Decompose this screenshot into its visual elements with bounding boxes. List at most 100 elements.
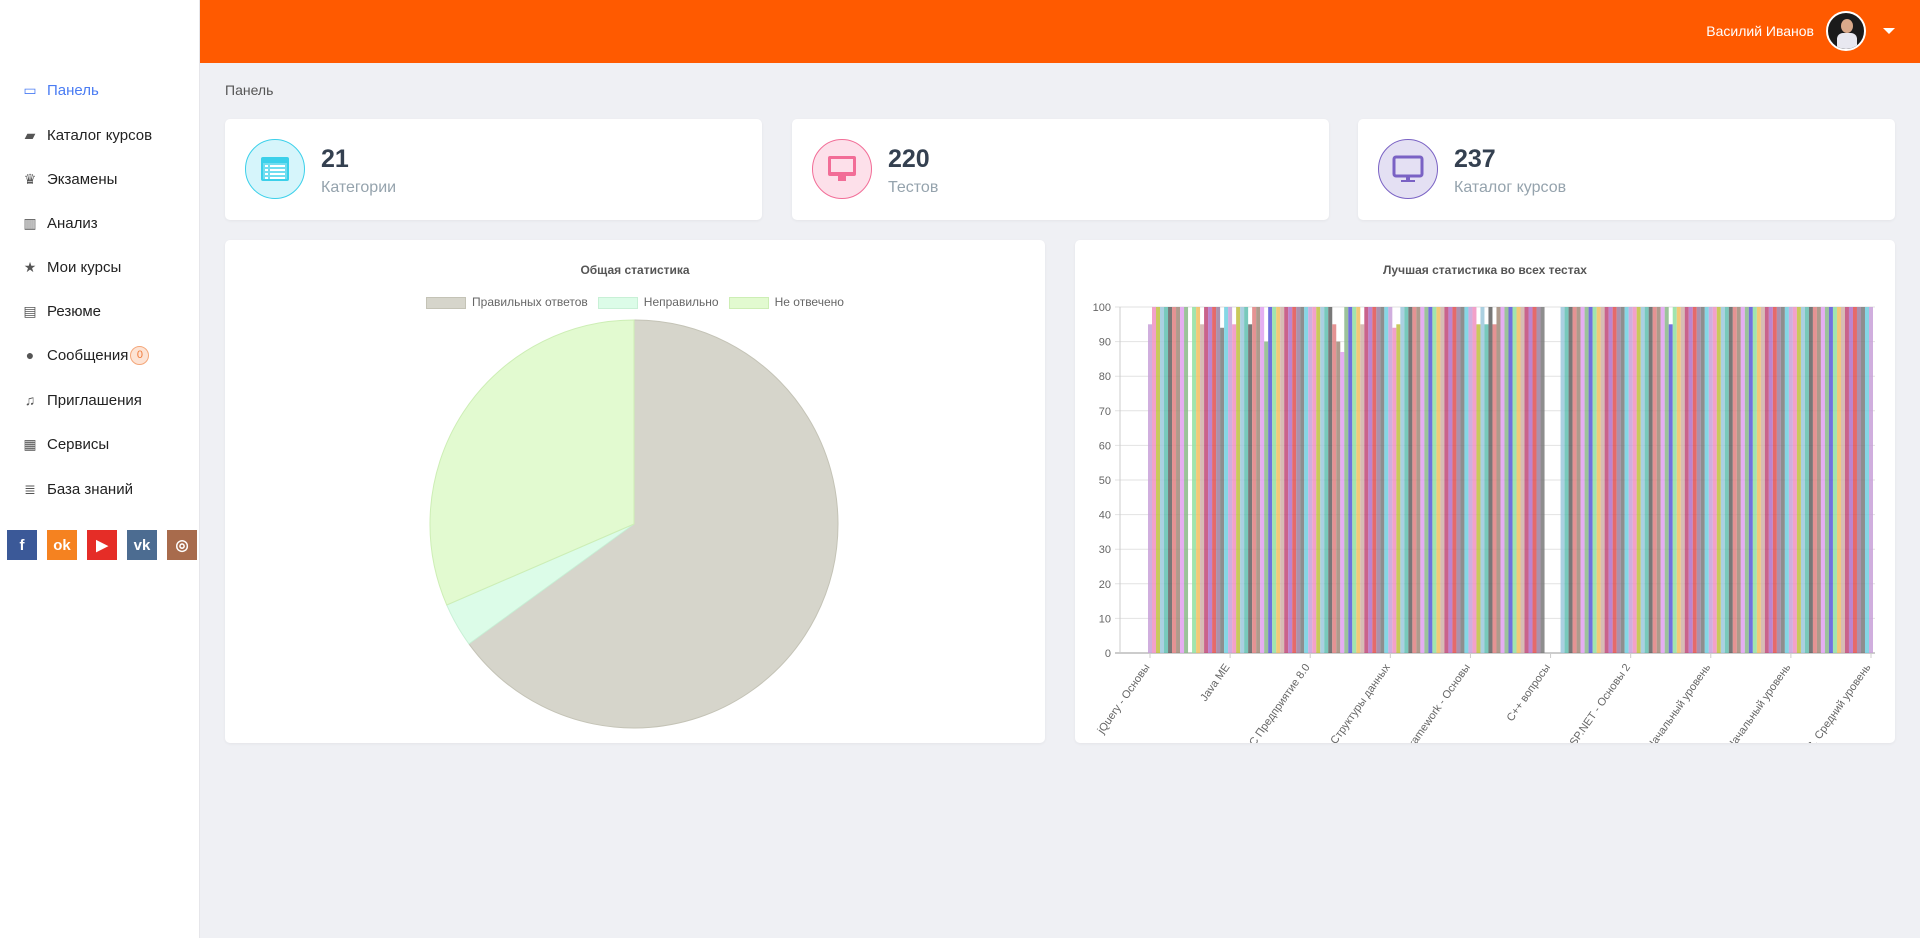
bar[interactable] bbox=[1184, 307, 1189, 653]
bar[interactable] bbox=[1268, 307, 1273, 653]
bar[interactable] bbox=[1792, 307, 1797, 653]
bar[interactable] bbox=[1400, 307, 1405, 653]
bar[interactable] bbox=[1492, 324, 1497, 653]
odnoklassniki-icon[interactable]: ok bbox=[47, 530, 77, 560]
bar[interactable] bbox=[1220, 327, 1225, 653]
bar[interactable] bbox=[1740, 307, 1745, 653]
bar[interactable] bbox=[1772, 307, 1777, 653]
bar[interactable] bbox=[1648, 307, 1653, 653]
bar[interactable] bbox=[1540, 307, 1545, 653]
bar[interactable] bbox=[1468, 307, 1473, 653]
bar[interactable] bbox=[1256, 307, 1261, 653]
bar[interactable] bbox=[1484, 324, 1489, 653]
bar[interactable] bbox=[1176, 307, 1181, 653]
bar[interactable] bbox=[1744, 307, 1749, 653]
bar[interactable] bbox=[1372, 307, 1377, 653]
bar[interactable] bbox=[1860, 307, 1865, 653]
bar[interactable] bbox=[1376, 307, 1381, 653]
bar[interactable] bbox=[1676, 307, 1681, 653]
pie-slice[interactable] bbox=[468, 319, 839, 729]
bar[interactable] bbox=[1764, 307, 1769, 653]
bar[interactable] bbox=[1444, 307, 1449, 653]
bar[interactable] bbox=[1300, 307, 1305, 653]
bar[interactable] bbox=[1224, 307, 1229, 653]
bar[interactable] bbox=[1284, 307, 1289, 653]
bar[interactable] bbox=[1232, 324, 1237, 653]
bar[interactable] bbox=[1776, 307, 1781, 653]
bar[interactable] bbox=[1644, 307, 1649, 653]
avatar[interactable] bbox=[1826, 11, 1866, 51]
bar[interactable] bbox=[1147, 324, 1153, 653]
bar[interactable] bbox=[1816, 307, 1821, 653]
bar[interactable] bbox=[1596, 307, 1601, 653]
bar[interactable] bbox=[1760, 307, 1765, 653]
bar[interactable] bbox=[1180, 307, 1185, 653]
bar[interactable] bbox=[1344, 307, 1349, 653]
bar[interactable] bbox=[1788, 307, 1793, 653]
bar[interactable] bbox=[1296, 307, 1301, 653]
sidebar-item-3[interactable]: ▥ Анализ bbox=[0, 203, 200, 243]
bar[interactable] bbox=[1532, 307, 1537, 653]
sidebar-item-7[interactable]: ♫ Приглашения bbox=[0, 380, 200, 420]
bar[interactable] bbox=[1712, 307, 1717, 653]
sidebar-item-4[interactable]: ★ Мои курсы bbox=[0, 247, 200, 287]
bar[interactable] bbox=[1780, 307, 1785, 653]
bar[interactable] bbox=[1244, 307, 1249, 653]
bar[interactable] bbox=[1496, 307, 1501, 653]
bar[interactable] bbox=[1704, 307, 1709, 653]
bar[interactable] bbox=[1664, 307, 1669, 653]
bar[interactable] bbox=[1800, 307, 1805, 653]
legend-item[interactable]: Правильных ответов bbox=[426, 295, 588, 309]
bar[interactable] bbox=[1368, 307, 1373, 653]
bar[interactable] bbox=[1588, 307, 1593, 653]
bar[interactable] bbox=[1688, 307, 1693, 653]
bar[interactable] bbox=[1840, 307, 1845, 653]
bar[interactable] bbox=[1616, 307, 1621, 653]
bar[interactable] bbox=[1852, 307, 1857, 653]
bar[interactable] bbox=[1808, 307, 1813, 653]
bar[interactable] bbox=[1660, 307, 1665, 653]
bar[interactable] bbox=[1604, 307, 1609, 653]
bar[interactable] bbox=[1348, 307, 1353, 653]
bar[interactable] bbox=[1528, 307, 1533, 653]
bar[interactable] bbox=[1748, 307, 1753, 653]
bar[interactable] bbox=[1652, 307, 1657, 653]
bar[interactable] bbox=[1536, 307, 1541, 653]
bar[interactable] bbox=[1452, 307, 1457, 653]
bar[interactable] bbox=[1804, 307, 1809, 653]
bar[interactable] bbox=[1324, 307, 1329, 653]
bar[interactable] bbox=[1168, 307, 1173, 653]
bar[interactable] bbox=[1312, 307, 1317, 653]
bar[interactable] bbox=[1388, 307, 1393, 653]
bar[interactable] bbox=[1640, 307, 1645, 653]
bar[interactable] bbox=[1216, 307, 1221, 653]
bar[interactable] bbox=[1448, 307, 1453, 653]
bar[interactable] bbox=[1212, 307, 1217, 653]
bar[interactable] bbox=[1508, 307, 1513, 653]
bar[interactable] bbox=[1460, 307, 1465, 653]
bar[interactable] bbox=[1464, 307, 1469, 653]
bar[interactable] bbox=[1404, 307, 1409, 653]
bar[interactable] bbox=[1308, 307, 1313, 653]
bar[interactable] bbox=[1272, 307, 1277, 653]
bar[interactable] bbox=[1692, 307, 1697, 653]
bar[interactable] bbox=[1200, 324, 1205, 653]
bar[interactable] bbox=[1260, 307, 1265, 653]
bar[interactable] bbox=[1500, 307, 1505, 653]
bar[interactable] bbox=[1172, 307, 1177, 653]
bar[interactable] bbox=[1864, 307, 1869, 653]
bar[interactable] bbox=[1160, 307, 1165, 653]
bar[interactable] bbox=[1656, 307, 1661, 653]
bar[interactable] bbox=[1228, 307, 1233, 653]
bar[interactable] bbox=[1436, 307, 1441, 653]
bar[interactable] bbox=[1848, 307, 1853, 653]
bar[interactable] bbox=[1612, 307, 1617, 653]
bar[interactable] bbox=[1328, 307, 1333, 653]
bar[interactable] bbox=[1440, 307, 1445, 653]
bar[interactable] bbox=[1432, 307, 1437, 653]
bar[interactable] bbox=[1736, 307, 1741, 653]
bar[interactable] bbox=[1680, 307, 1685, 653]
youtube-icon[interactable]: ▶ bbox=[87, 530, 117, 560]
bar[interactable] bbox=[1600, 307, 1605, 653]
bar[interactable] bbox=[1756, 307, 1761, 653]
